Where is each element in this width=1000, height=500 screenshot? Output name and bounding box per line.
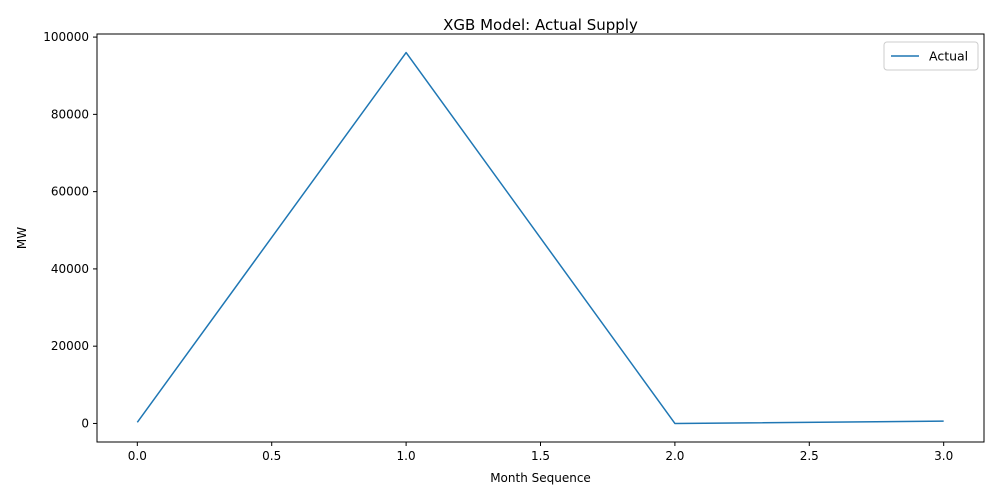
chart-title: XGB Model: Actual Supply [443,16,638,34]
x-tick-label: 0.5 [262,449,281,463]
series-layer [136,51,944,425]
y-axis: 0 20000 40000 60000 80000 100000 [43,30,97,430]
series-line-actual [136,51,944,425]
y-tick-label: 60000 [51,185,89,199]
y-axis-label: MW [15,227,29,249]
x-tick-label: 2.5 [800,449,819,463]
x-tick-label: 2.0 [665,449,684,463]
y-tick-label: 40000 [51,262,89,276]
x-axis: 0.0 0.5 1.0 1.5 2.0 2.5 3.0 [128,442,953,463]
legend-label-actual: Actual [929,49,968,64]
x-tick-label: 0.0 [128,449,147,463]
y-tick-label: 0 [81,416,89,430]
y-tick-label: 100000 [43,30,89,44]
x-axis-label: Month Sequence [490,471,591,485]
y-tick-label: 80000 [51,107,89,121]
x-tick-label: 3.0 [934,449,953,463]
legend-box [883,41,979,71]
y-tick-label: 20000 [51,339,89,353]
x-tick-label: 1.0 [397,449,416,463]
x-tick-label: 1.5 [531,449,550,463]
legend: Actual [883,41,979,71]
